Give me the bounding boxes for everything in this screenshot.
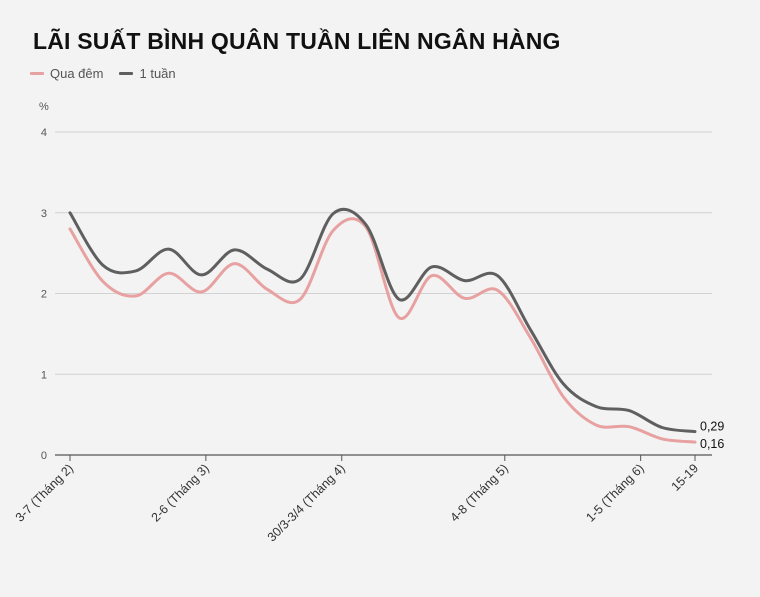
end-label-qua-dem: 0,16 (700, 437, 724, 451)
x-tick-label: 1-5 (Tháng 6) (583, 461, 646, 524)
chart-legend: Qua đêm 1 tuần (30, 66, 192, 81)
y-tick-label: 0 (41, 450, 47, 462)
legend-swatch-1-tuan (119, 72, 134, 75)
series-lines (68, 207, 697, 444)
y-tick-label: 3 (41, 208, 47, 220)
y-axis-label: % (39, 101, 49, 113)
y-tick-label: 4 (41, 127, 47, 139)
x-tick-label: 15-19 (669, 461, 702, 494)
legend-swatch-qua-dem (30, 72, 44, 75)
x-tick-label: 30/3-3/4 (Tháng 4) (265, 461, 348, 544)
legend-item-1-tuan: 1 tuần (119, 66, 176, 81)
x-tick-label: 2-6 (Tháng 3) (149, 461, 212, 524)
y-tick-label: 1 (41, 369, 47, 381)
y-tick-label: 2 (41, 289, 47, 301)
y-ticks: 0 1 2 3 4 (41, 127, 47, 462)
grid (55, 131, 712, 456)
legend-item-qua-dem: Qua đêm (30, 66, 103, 81)
x-tick-label: 3-7 (Tháng 2) (13, 461, 76, 524)
end-label-1-tuan: 0,29 (700, 420, 724, 434)
series-line-qua-dem (68, 217, 697, 444)
legend-label-1-tuan: 1 tuần (139, 66, 176, 81)
x-ticks: 3-7 (Tháng 2) 2-6 (Tháng 3) 30/3-3/4 (Thán… (13, 455, 701, 544)
x-tick-label: 4-8 (Tháng 5) (447, 461, 510, 524)
series-line-1-tuan (68, 207, 697, 434)
end-labels: 0,29 0,16 (700, 420, 724, 451)
chart-title: LÃI SUẤT BÌNH QUÂN TUẦN LIÊN NGÂN HÀNG (33, 28, 561, 54)
legend-label-qua-dem: Qua đêm (50, 66, 104, 81)
